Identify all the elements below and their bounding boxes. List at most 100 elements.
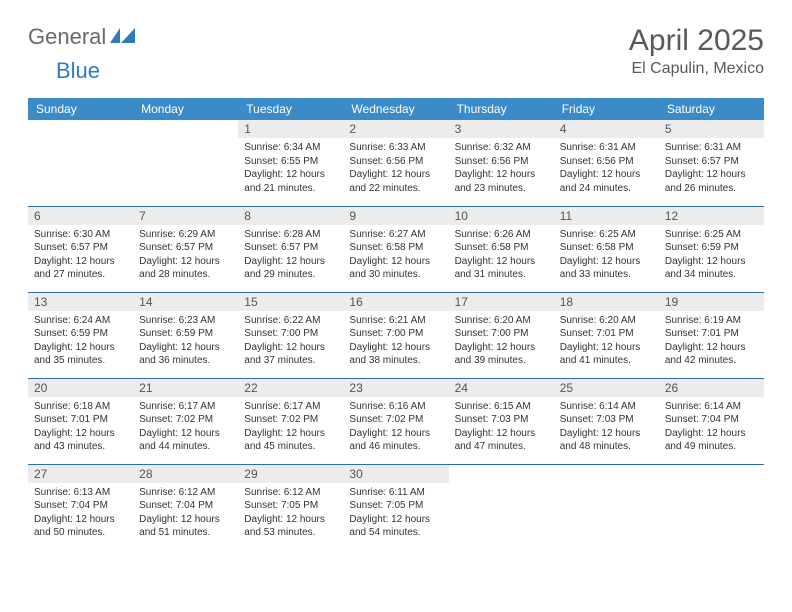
day-number: 13 (28, 293, 133, 311)
day-body: Sunrise: 6:13 AMSunset: 7:04 PMDaylight:… (28, 483, 133, 544)
calendar-cell: 13Sunrise: 6:24 AMSunset: 6:59 PMDayligh… (28, 292, 133, 378)
day-body: Sunrise: 6:25 AMSunset: 6:59 PMDaylight:… (659, 225, 764, 286)
day-body: Sunrise: 6:31 AMSunset: 6:56 PMDaylight:… (554, 138, 659, 199)
day-number: 16 (343, 293, 448, 311)
calendar-cell: 4Sunrise: 6:31 AMSunset: 6:56 PMDaylight… (554, 120, 659, 206)
day-number: 28 (133, 465, 238, 483)
calendar-row: 20Sunrise: 6:18 AMSunset: 7:01 PMDayligh… (28, 378, 764, 464)
calendar-row: 6Sunrise: 6:30 AMSunset: 6:57 PMDaylight… (28, 206, 764, 292)
day-body: Sunrise: 6:19 AMSunset: 7:01 PMDaylight:… (659, 311, 764, 372)
calendar-cell: 15Sunrise: 6:22 AMSunset: 7:00 PMDayligh… (238, 292, 343, 378)
logo: General (28, 24, 138, 50)
day-number: 4 (554, 120, 659, 138)
calendar-cell: 9Sunrise: 6:27 AMSunset: 6:58 PMDaylight… (343, 206, 448, 292)
calendar-row: 1Sunrise: 6:34 AMSunset: 6:55 PMDaylight… (28, 120, 764, 206)
day-number: 6 (28, 207, 133, 225)
day-number: 11 (554, 207, 659, 225)
calendar-cell (449, 464, 554, 550)
weekday-header: Sunday (28, 98, 133, 120)
day-body: Sunrise: 6:14 AMSunset: 7:04 PMDaylight:… (659, 397, 764, 458)
calendar-cell: 21Sunrise: 6:17 AMSunset: 7:02 PMDayligh… (133, 378, 238, 464)
day-number: 8 (238, 207, 343, 225)
day-body: Sunrise: 6:12 AMSunset: 7:04 PMDaylight:… (133, 483, 238, 544)
day-number: 20 (28, 379, 133, 397)
day-number: 2 (343, 120, 448, 138)
logo-text-blue: Blue (56, 58, 100, 83)
day-number: 30 (343, 465, 448, 483)
day-number: 15 (238, 293, 343, 311)
calendar-cell: 17Sunrise: 6:20 AMSunset: 7:00 PMDayligh… (449, 292, 554, 378)
day-body: Sunrise: 6:29 AMSunset: 6:57 PMDaylight:… (133, 225, 238, 286)
calendar-cell: 26Sunrise: 6:14 AMSunset: 7:04 PMDayligh… (659, 378, 764, 464)
calendar-cell: 12Sunrise: 6:25 AMSunset: 6:59 PMDayligh… (659, 206, 764, 292)
title-block: April 2025 El Capulin, Mexico (629, 24, 764, 78)
day-body: Sunrise: 6:24 AMSunset: 6:59 PMDaylight:… (28, 311, 133, 372)
calendar-cell: 24Sunrise: 6:15 AMSunset: 7:03 PMDayligh… (449, 378, 554, 464)
calendar-cell: 29Sunrise: 6:12 AMSunset: 7:05 PMDayligh… (238, 464, 343, 550)
day-body: Sunrise: 6:34 AMSunset: 6:55 PMDaylight:… (238, 138, 343, 199)
day-body: Sunrise: 6:32 AMSunset: 6:56 PMDaylight:… (449, 138, 554, 199)
calendar-cell: 23Sunrise: 6:16 AMSunset: 7:02 PMDayligh… (343, 378, 448, 464)
day-body: Sunrise: 6:33 AMSunset: 6:56 PMDaylight:… (343, 138, 448, 199)
day-body: Sunrise: 6:28 AMSunset: 6:57 PMDaylight:… (238, 225, 343, 286)
day-body: Sunrise: 6:15 AMSunset: 7:03 PMDaylight:… (449, 397, 554, 458)
day-body: Sunrise: 6:12 AMSunset: 7:05 PMDaylight:… (238, 483, 343, 544)
weekday-header: Monday (133, 98, 238, 120)
day-number: 9 (343, 207, 448, 225)
weekday-header: Saturday (659, 98, 764, 120)
day-body: Sunrise: 6:25 AMSunset: 6:58 PMDaylight:… (554, 225, 659, 286)
calendar-cell: 28Sunrise: 6:12 AMSunset: 7:04 PMDayligh… (133, 464, 238, 550)
day-number: 7 (133, 207, 238, 225)
month-title: April 2025 (629, 24, 764, 58)
day-body: Sunrise: 6:27 AMSunset: 6:58 PMDaylight:… (343, 225, 448, 286)
day-number: 14 (133, 293, 238, 311)
day-number: 17 (449, 293, 554, 311)
day-body: Sunrise: 6:17 AMSunset: 7:02 PMDaylight:… (133, 397, 238, 458)
day-number: 1 (238, 120, 343, 138)
weekday-header-row: Sunday Monday Tuesday Wednesday Thursday… (28, 98, 764, 120)
day-number: 24 (449, 379, 554, 397)
calendar-cell: 3Sunrise: 6:32 AMSunset: 6:56 PMDaylight… (449, 120, 554, 206)
calendar-cell: 14Sunrise: 6:23 AMSunset: 6:59 PMDayligh… (133, 292, 238, 378)
day-number: 25 (554, 379, 659, 397)
calendar-row: 13Sunrise: 6:24 AMSunset: 6:59 PMDayligh… (28, 292, 764, 378)
day-body: Sunrise: 6:30 AMSunset: 6:57 PMDaylight:… (28, 225, 133, 286)
calendar-cell: 6Sunrise: 6:30 AMSunset: 6:57 PMDaylight… (28, 206, 133, 292)
day-body: Sunrise: 6:17 AMSunset: 7:02 PMDaylight:… (238, 397, 343, 458)
calendar-cell: 8Sunrise: 6:28 AMSunset: 6:57 PMDaylight… (238, 206, 343, 292)
calendar-cell: 16Sunrise: 6:21 AMSunset: 7:00 PMDayligh… (343, 292, 448, 378)
calendar-cell (133, 120, 238, 206)
day-body: Sunrise: 6:20 AMSunset: 7:00 PMDaylight:… (449, 311, 554, 372)
calendar-body: 1Sunrise: 6:34 AMSunset: 6:55 PMDaylight… (28, 120, 764, 550)
day-number: 29 (238, 465, 343, 483)
day-body: Sunrise: 6:21 AMSunset: 7:00 PMDaylight:… (343, 311, 448, 372)
page: General April 2025 El Capulin, Mexico Bl… (0, 0, 792, 574)
weekday-header: Thursday (449, 98, 554, 120)
day-number: 18 (554, 293, 659, 311)
day-body: Sunrise: 6:18 AMSunset: 7:01 PMDaylight:… (28, 397, 133, 458)
weekday-header: Tuesday (238, 98, 343, 120)
calendar-cell: 10Sunrise: 6:26 AMSunset: 6:58 PMDayligh… (449, 206, 554, 292)
calendar-cell: 7Sunrise: 6:29 AMSunset: 6:57 PMDaylight… (133, 206, 238, 292)
calendar-cell: 20Sunrise: 6:18 AMSunset: 7:01 PMDayligh… (28, 378, 133, 464)
day-body: Sunrise: 6:31 AMSunset: 6:57 PMDaylight:… (659, 138, 764, 199)
calendar-cell: 22Sunrise: 6:17 AMSunset: 7:02 PMDayligh… (238, 378, 343, 464)
logo-mark-icon (110, 26, 136, 49)
day-body: Sunrise: 6:20 AMSunset: 7:01 PMDaylight:… (554, 311, 659, 372)
calendar-cell: 30Sunrise: 6:11 AMSunset: 7:05 PMDayligh… (343, 464, 448, 550)
day-number: 19 (659, 293, 764, 311)
location: El Capulin, Mexico (629, 60, 764, 78)
day-number: 5 (659, 120, 764, 138)
calendar-cell: 11Sunrise: 6:25 AMSunset: 6:58 PMDayligh… (554, 206, 659, 292)
day-number: 12 (659, 207, 764, 225)
day-body: Sunrise: 6:22 AMSunset: 7:00 PMDaylight:… (238, 311, 343, 372)
calendar-cell: 1Sunrise: 6:34 AMSunset: 6:55 PMDaylight… (238, 120, 343, 206)
day-number: 10 (449, 207, 554, 225)
day-body: Sunrise: 6:11 AMSunset: 7:05 PMDaylight:… (343, 483, 448, 544)
day-number: 3 (449, 120, 554, 138)
calendar-row: 27Sunrise: 6:13 AMSunset: 7:04 PMDayligh… (28, 464, 764, 550)
logo-text-general: General (28, 24, 106, 50)
day-number: 23 (343, 379, 448, 397)
day-number: 26 (659, 379, 764, 397)
day-number: 22 (238, 379, 343, 397)
